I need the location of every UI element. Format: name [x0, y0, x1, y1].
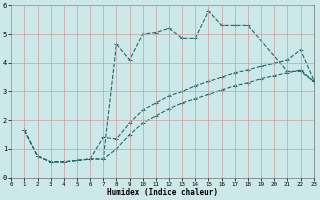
X-axis label: Humidex (Indice chaleur): Humidex (Indice chaleur) [107, 188, 218, 197]
